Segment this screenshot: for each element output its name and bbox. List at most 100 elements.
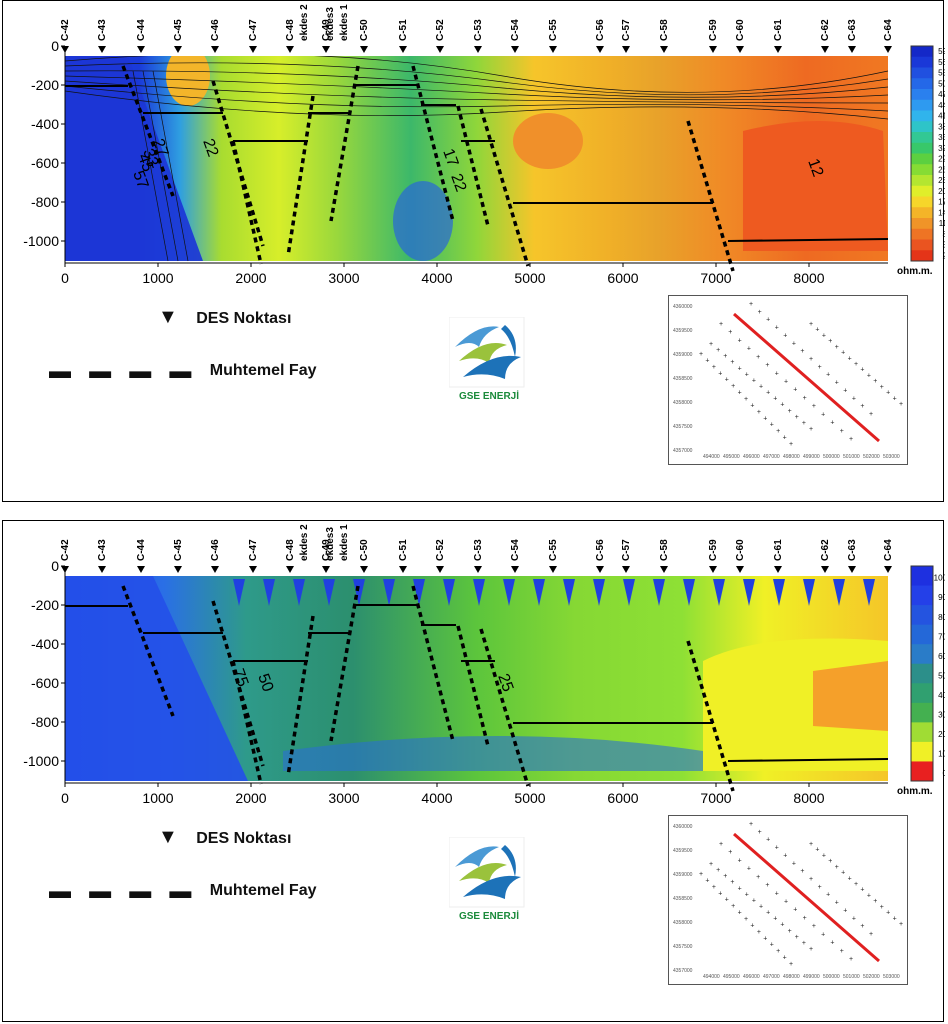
- minimap-station-marker: +: [793, 387, 797, 394]
- colorbar-label: 53: [938, 69, 945, 78]
- des-legend-label: DES Noktası: [196, 310, 292, 327]
- near-surface-artifact: [563, 579, 575, 606]
- colorbar-swatch: [911, 702, 933, 723]
- minimap-station-marker: +: [750, 402, 754, 409]
- minimap-station-marker: +: [699, 871, 703, 878]
- anomaly-high: [166, 46, 210, 106]
- station-marker-icon: [61, 566, 69, 573]
- fault-legend-label: Muhtemel Fay: [209, 882, 317, 899]
- near-surface-artifact: [863, 579, 875, 606]
- minimap-station-marker: +: [840, 948, 844, 955]
- colorbar-swatch: [911, 761, 933, 782]
- colorbar-swatch: [911, 132, 933, 144]
- colorbar-label: 20: [938, 187, 945, 196]
- station-label: C-64: [883, 539, 894, 561]
- station-marker-icon: [848, 566, 856, 573]
- station-label: C-49: [321, 19, 332, 41]
- x-tick-label: 5000: [514, 270, 545, 286]
- minimap-station-marker: +: [747, 866, 751, 873]
- minimap-station-marker: +: [766, 390, 770, 397]
- minimap-station-marker: +: [809, 321, 813, 328]
- station-label: ekdes 2: [299, 524, 310, 561]
- near-surface-artifact: [353, 579, 365, 606]
- station-label: ekdes3: [325, 527, 336, 561]
- fault-legend: ▬ ▬ ▬ ▬ Muhtemel Fay: [49, 358, 316, 384]
- minimap-station-marker: +: [826, 372, 830, 379]
- station-label: C-47: [248, 539, 259, 561]
- colorbar-swatch: [911, 683, 933, 704]
- colorbar-swatch: [911, 605, 933, 626]
- contour-line: [64, 80, 889, 104]
- minimap-station-marker: +: [718, 890, 722, 897]
- minimap-station-marker: +: [766, 837, 770, 844]
- colorbar-label: 30: [938, 710, 945, 719]
- station-label: C-46: [210, 539, 221, 561]
- minimap-station-marker: +: [757, 409, 761, 416]
- y-tick-label: -400: [31, 636, 59, 652]
- station-label: C-60: [735, 19, 746, 41]
- minimap-station-marker: +: [783, 435, 787, 442]
- minimap-station-marker: +: [848, 355, 852, 362]
- x-tick-label: 4000: [421, 790, 452, 806]
- station-label: C-61: [773, 539, 784, 561]
- minimap-station-marker: +: [712, 884, 716, 891]
- station-marker-icon: [137, 46, 145, 53]
- station-label: C-46: [210, 19, 221, 41]
- colorbar-label: 5: [943, 241, 945, 250]
- minimap-station-marker: +: [749, 301, 753, 308]
- near-surface-artifact: [743, 579, 755, 606]
- near-surface-artifact: [383, 579, 395, 606]
- contour-line: [64, 85, 889, 112]
- colorbar-swatch: [911, 67, 933, 79]
- station-label: C-44: [136, 19, 147, 41]
- station-label: C-51: [398, 19, 409, 41]
- minimap-station-marker: +: [759, 904, 763, 911]
- colorbar-label: 50: [938, 79, 945, 88]
- des-legend: ▼ DES Noktası: [158, 306, 291, 329]
- colorbar-swatch: [911, 196, 933, 208]
- anomaly-low: [393, 181, 453, 261]
- colorbar-swatch: [911, 663, 933, 684]
- x-tick-label: 6000: [607, 270, 638, 286]
- y-tick-label: -1000: [23, 233, 59, 249]
- x-tick-label: 1000: [142, 790, 173, 806]
- minimap-station-marker: +: [880, 384, 884, 391]
- colorbar-swatch: [911, 142, 933, 154]
- station-label: C-48: [285, 539, 296, 561]
- contour-line: [64, 75, 889, 101]
- y-tick-label: 0: [51, 38, 59, 54]
- minimap-x-label: 500000: [823, 454, 840, 460]
- station-label: C-43: [97, 539, 108, 561]
- minimap-station-marker: +: [728, 849, 732, 856]
- low-resistivity-zone: [65, 576, 248, 781]
- minimap-station-marker: +: [886, 390, 890, 397]
- minimap-station-marker: +: [793, 907, 797, 914]
- minimap-station-marker: +: [758, 829, 762, 836]
- fault-legend-label: Muhtemel Fay: [209, 362, 317, 379]
- station-marker-icon: [622, 566, 630, 573]
- minimap-station-marker: +: [869, 931, 873, 938]
- minimap-station-marker: +: [854, 361, 858, 368]
- minimap-station-marker: +: [776, 428, 780, 435]
- station-label: C-48: [285, 19, 296, 41]
- minimap-station-marker: +: [873, 378, 877, 385]
- minimap-station-marker: +: [738, 857, 742, 864]
- colorbar-swatch: [911, 175, 933, 187]
- fault-legend: ▬ ▬ ▬ ▬ Muhtemel Fay: [49, 878, 316, 904]
- minimap-station-marker: +: [730, 879, 734, 886]
- station-marker-icon: [774, 46, 782, 53]
- colorbar-swatch: [911, 239, 933, 251]
- minimap-station-marker: +: [728, 329, 732, 336]
- station-marker-icon: [596, 566, 604, 573]
- minimap-station-marker: +: [849, 436, 853, 443]
- minimap-station-marker: +: [719, 841, 723, 848]
- near-surface-artifact: [323, 579, 335, 606]
- station-marker-icon: [709, 566, 717, 573]
- near-surface-artifact: [833, 579, 845, 606]
- minimap-station-marker: +: [809, 946, 813, 953]
- probable-fault-line: [686, 120, 735, 272]
- colorbar-label: 50: [938, 671, 945, 680]
- minimap-station-marker: +: [867, 372, 871, 379]
- colorbar-swatch: [911, 164, 933, 176]
- minimap-station-marker: +: [835, 344, 839, 351]
